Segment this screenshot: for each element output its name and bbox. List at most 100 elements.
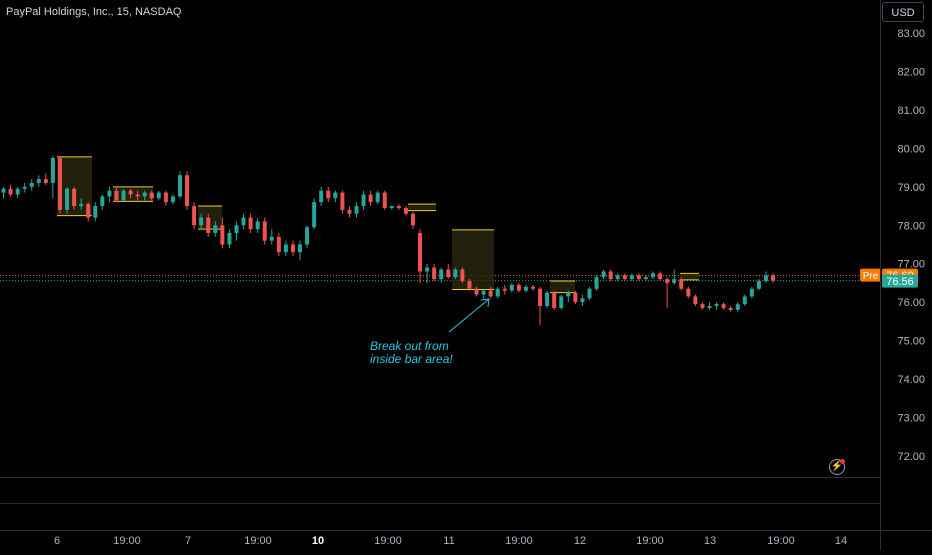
candle-body[interactable]	[566, 292, 571, 297]
candle-body[interactable]	[72, 188, 77, 207]
candle-body[interactable]	[651, 273, 656, 278]
candle-body[interactable]	[163, 192, 168, 203]
candle-body[interactable]	[749, 288, 754, 297]
candle-body[interactable]	[580, 298, 585, 303]
candle-body[interactable]	[425, 267, 430, 272]
candle-body[interactable]	[283, 244, 288, 253]
candle-body[interactable]	[573, 292, 578, 303]
candle-body[interactable]	[587, 288, 592, 299]
candle-body[interactable]	[693, 296, 698, 305]
candle-body[interactable]	[700, 304, 705, 308]
candle-body[interactable]	[107, 190, 112, 197]
candle-body[interactable]	[389, 206, 394, 208]
candle-body[interactable]	[601, 271, 606, 278]
candle-body[interactable]	[199, 217, 204, 226]
candle-body[interactable]	[8, 188, 13, 195]
candle-body[interactable]	[156, 192, 161, 199]
candle-body[interactable]	[340, 192, 345, 210]
candle-body[interactable]	[135, 194, 140, 197]
candle-body[interactable]	[771, 275, 776, 281]
candle-body[interactable]	[142, 192, 147, 197]
candle-body[interactable]	[347, 209, 352, 214]
annotation-line-1[interactable]: Break out from	[370, 339, 449, 353]
candle-body[interactable]	[22, 186, 27, 189]
candle-body[interactable]	[643, 277, 648, 280]
candle-body[interactable]	[552, 292, 557, 308]
inside-bar-box[interactable]	[113, 186, 153, 202]
currency-button[interactable]: USD	[882, 2, 924, 22]
candle-body[interactable]	[721, 304, 726, 308]
candle-body[interactable]	[636, 275, 641, 280]
candle-body[interactable]	[15, 188, 20, 195]
candle-body[interactable]	[57, 157, 62, 210]
candle-body[interactable]	[509, 284, 514, 291]
candle-body[interactable]	[241, 217, 246, 226]
candle-body[interactable]	[453, 269, 458, 278]
candle-body[interactable]	[262, 221, 267, 241]
candle-body[interactable]	[65, 188, 70, 210]
candle-body[interactable]	[460, 269, 465, 282]
candle-body[interactable]	[206, 217, 211, 233]
candle-body[interactable]	[1, 188, 6, 193]
candle-body[interactable]	[488, 290, 493, 297]
candle-body[interactable]	[248, 217, 253, 230]
candle-body[interactable]	[93, 206, 98, 218]
candle-body[interactable]	[312, 202, 317, 228]
candle-body[interactable]	[178, 175, 182, 197]
inside-bar-box[interactable]	[550, 281, 575, 293]
candle-body[interactable]	[403, 207, 408, 214]
candle-body[interactable]	[432, 267, 437, 280]
pre-market-tag[interactable]	[860, 268, 881, 282]
candle-body[interactable]	[735, 304, 740, 310]
candle-body[interactable]	[121, 190, 126, 201]
candle-body[interactable]	[227, 232, 232, 245]
lightning-icon[interactable]: ⚡	[829, 459, 845, 475]
candle-body[interactable]	[192, 206, 197, 226]
candle-body[interactable]	[170, 196, 175, 203]
candle-body[interactable]	[474, 288, 479, 295]
candle-body[interactable]	[410, 213, 415, 226]
candle-body[interactable]	[36, 179, 41, 183]
candle-body[interactable]	[679, 279, 684, 289]
candle-body[interactable]	[86, 204, 91, 218]
candle-body[interactable]	[220, 225, 225, 245]
last-price-badge[interactable]	[882, 274, 918, 288]
candle-body[interactable]	[290, 244, 295, 253]
candle-body[interactable]	[665, 279, 670, 283]
candle-body[interactable]	[608, 271, 613, 280]
candle-body[interactable]	[502, 288, 507, 291]
annotation-line-2[interactable]: inside bar area!	[370, 352, 453, 366]
candle-body[interactable]	[298, 244, 303, 253]
candle-body[interactable]	[418, 232, 423, 272]
candle-body[interactable]	[185, 175, 190, 207]
inside-bar-box[interactable]	[680, 273, 699, 280]
candle-body[interactable]	[742, 296, 747, 305]
candle-body[interactable]	[686, 288, 691, 297]
candle-body[interactable]	[50, 157, 55, 183]
candle-body[interactable]	[382, 192, 387, 208]
candle-body[interactable]	[43, 179, 48, 183]
candle-body[interactable]	[658, 273, 663, 280]
candle-body[interactable]	[446, 269, 451, 278]
candle-body[interactable]	[672, 279, 677, 283]
candle-body[interactable]	[545, 292, 550, 307]
candle-body[interactable]	[305, 227, 310, 245]
candle-body[interactable]	[213, 225, 218, 233]
candle-body[interactable]	[326, 190, 331, 199]
candle-body[interactable]	[439, 269, 444, 280]
candle-body[interactable]	[756, 281, 761, 289]
candle-body[interactable]	[615, 275, 620, 280]
candle-body[interactable]	[149, 192, 154, 199]
candle-body[interactable]	[728, 307, 733, 310]
candle-body[interactable]	[516, 284, 521, 291]
candle-body[interactable]	[255, 221, 260, 230]
candle-body[interactable]	[333, 192, 338, 199]
candle-body[interactable]	[361, 194, 366, 207]
candle-body[interactable]	[269, 236, 274, 241]
inside-bar-box[interactable]	[408, 204, 436, 211]
candle-body[interactable]	[495, 288, 500, 297]
candle-body[interactable]	[354, 206, 359, 214]
candle-body[interactable]	[714, 304, 719, 307]
